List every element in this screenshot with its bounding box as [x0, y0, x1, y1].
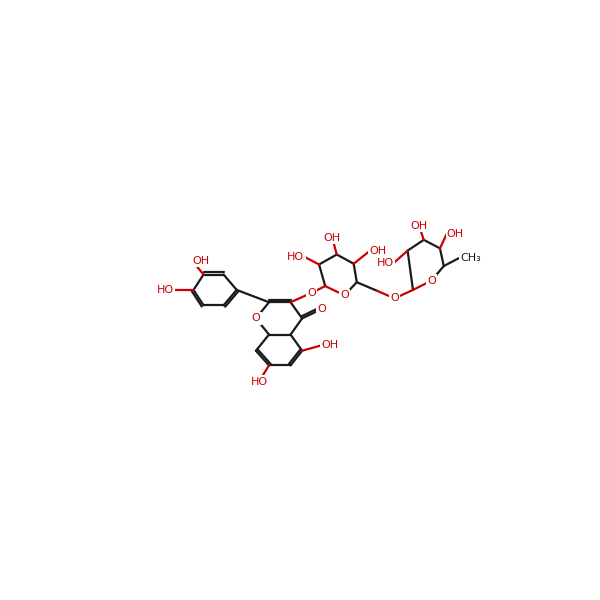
Text: CH₃: CH₃ — [460, 253, 481, 263]
Text: O: O — [340, 290, 349, 300]
Text: O: O — [317, 304, 326, 314]
Text: OH: OH — [369, 247, 386, 256]
Text: HO: HO — [250, 377, 268, 386]
Text: O: O — [307, 288, 316, 298]
Text: O: O — [427, 275, 436, 286]
Text: OH: OH — [192, 256, 209, 266]
Text: O: O — [251, 313, 260, 323]
Text: OH: OH — [322, 340, 338, 350]
Text: HO: HO — [157, 285, 173, 295]
Text: O: O — [390, 293, 399, 304]
Text: OH: OH — [447, 229, 464, 239]
Text: OH: OH — [323, 233, 341, 242]
Text: HO: HO — [287, 252, 304, 262]
Text: HO: HO — [377, 258, 394, 268]
Text: OH: OH — [410, 221, 428, 231]
